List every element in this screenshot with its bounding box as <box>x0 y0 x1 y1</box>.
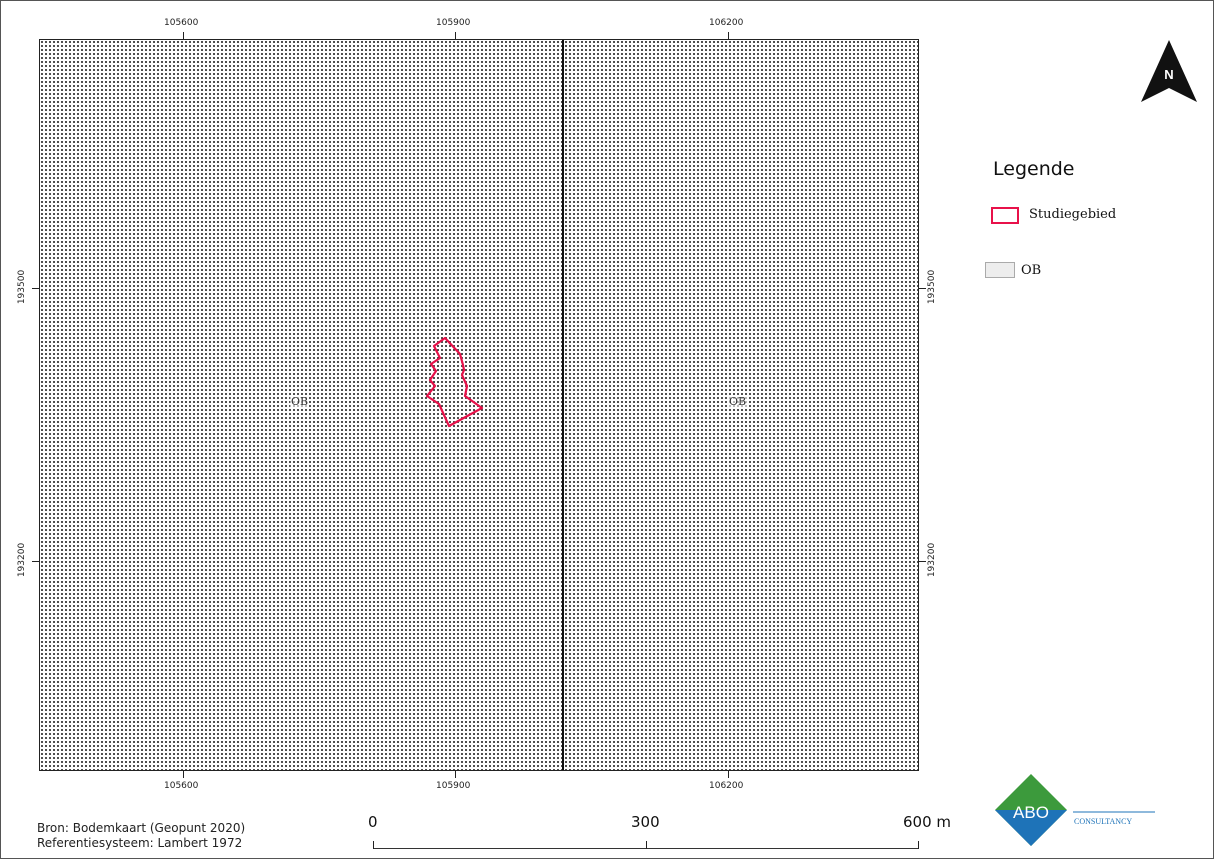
scale-tick-0 <box>373 841 374 849</box>
x-tickmark-top-2 <box>455 32 456 39</box>
x-tickmark-bottom-2 <box>455 771 456 778</box>
x-tickmark-top-3 <box>728 32 729 39</box>
y-tickmark-left-2 <box>32 561 39 562</box>
map-frame[interactable]: OB OB <box>39 39 919 771</box>
legend-label-study-area: Studiegebied <box>1029 207 1117 222</box>
scale-label-600: 600 m <box>903 813 952 831</box>
legend-study-area-swatch-icon <box>991 207 1019 224</box>
y-tick-left-2: 193200 <box>17 542 28 578</box>
study-area-svg <box>425 336 484 428</box>
soil-label-right: OB <box>728 395 748 408</box>
scale-tick-300 <box>646 841 647 849</box>
x-tick-top-3: 106200 <box>709 18 744 28</box>
north-label: N <box>1164 67 1173 82</box>
scale-label-300: 300 <box>631 813 660 831</box>
y-tickmark-right-2 <box>919 561 926 562</box>
legend-ob-swatch-icon <box>985 262 1015 278</box>
x-tick-bottom-2: 105900 <box>436 781 471 791</box>
logo-brand-text: ABO <box>1013 803 1049 822</box>
abo-consultancy-logo: ABO CONSULTANCY <box>995 774 1155 846</box>
logo-subtitle-text: CONSULTANCY <box>1074 817 1132 826</box>
x-tick-top-2: 105900 <box>436 18 471 28</box>
reference-system-text: Referentiesysteem: Lambert 1972 <box>37 836 243 850</box>
legend-label-ob: OB <box>1021 263 1042 278</box>
y-tickmark-right-1 <box>919 288 926 289</box>
study-area-polygon <box>425 336 484 428</box>
x-tickmark-bottom-3 <box>728 771 729 778</box>
scale-label-0: 0 <box>368 813 378 831</box>
x-tick-bottom-3: 106200 <box>709 781 744 791</box>
north-arrow-icon: N <box>1141 40 1197 102</box>
y-tick-right-2: 193200 <box>927 542 938 578</box>
x-tickmark-top-1 <box>183 32 184 39</box>
soil-label-left: OB <box>290 395 310 408</box>
y-tickmark-left-1 <box>32 288 39 289</box>
x-tick-bottom-1: 105600 <box>164 781 199 791</box>
y-tick-left-1: 193500 <box>17 269 28 305</box>
soil-boundary-line <box>562 40 564 770</box>
y-tick-right-1: 193500 <box>927 269 938 305</box>
x-tick-top-1: 105600 <box>164 18 199 28</box>
scale-tick-600 <box>918 841 919 849</box>
legend-title: Legende <box>993 158 1075 180</box>
source-text: Bron: Bodemkaart (Geopunt 2020) <box>37 821 246 835</box>
x-tickmark-bottom-1 <box>183 771 184 778</box>
